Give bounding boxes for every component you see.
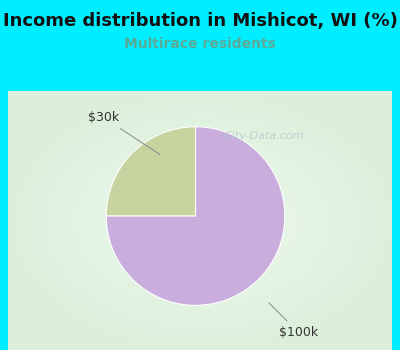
Text: Income distribution in Mishicot, WI (%): Income distribution in Mishicot, WI (%): [2, 12, 398, 30]
Text: $30k: $30k: [88, 111, 160, 155]
Text: $100k: $100k: [269, 303, 318, 339]
Text: City-Data.com: City-Data.com: [224, 131, 304, 141]
Text: Multirace residents: Multirace residents: [124, 37, 276, 51]
Wedge shape: [106, 127, 285, 305]
Wedge shape: [106, 127, 196, 216]
